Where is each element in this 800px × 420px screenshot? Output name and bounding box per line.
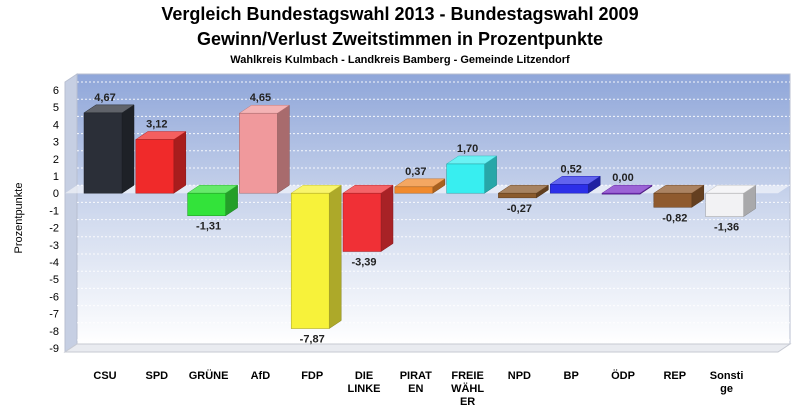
chart-side-wall — [64, 73, 78, 353]
bar-front — [290, 192, 330, 329]
x-tick-label: BP — [564, 370, 579, 382]
y-axis-label: Prozentpunkte — [13, 183, 25, 254]
x-tick-label-line: Sonsti — [710, 370, 744, 382]
bar-front — [187, 192, 226, 216]
y-tick-label: -1 — [49, 205, 59, 217]
x-tick-label-line: DIE — [355, 370, 373, 382]
chart-floor — [63, 343, 792, 353]
x-tick-label-line: LINKE — [348, 383, 381, 395]
y-tick-label: -8 — [49, 326, 59, 338]
bar-front — [549, 184, 589, 194]
x-tick-label: FREIE WÄHL ER — [451, 370, 484, 408]
x-tick-label-line: REP — [663, 370, 686, 382]
x-tick-label-line: ER — [460, 396, 475, 408]
x-tick-label-line: ge — [720, 383, 733, 395]
y-tick-label: 0 — [53, 188, 59, 200]
bar-side — [173, 131, 187, 194]
x-tick-label-line: FDP — [301, 370, 323, 382]
y-tick-label: 6 — [53, 85, 59, 97]
chart-subtitle: Gewinn/Verlust Zweitstimmen in Prozentpu… — [196, 29, 604, 49]
x-tick-label-line: ÖDP — [611, 369, 635, 382]
x-tick-label: SPD — [145, 370, 168, 382]
x-tick-label-line: AfD — [251, 370, 271, 382]
y-tick-label: -5 — [49, 274, 59, 286]
data-label: -7,87 — [300, 334, 325, 346]
y-tick-label: -6 — [49, 291, 59, 303]
bar-front — [498, 192, 537, 199]
data-label: 0,00 — [612, 172, 633, 184]
y-tick-label: -4 — [49, 257, 59, 269]
y-tick-label: 1 — [53, 171, 59, 183]
x-tick-label-line: SPD — [145, 370, 168, 382]
chart-back-wall — [76, 73, 791, 345]
y-tick-label: 3 — [53, 137, 59, 149]
y-tick-label: 4 — [53, 119, 59, 131]
bar-front — [394, 186, 434, 194]
bar-front — [446, 163, 485, 194]
data-label: 1,70 — [457, 143, 478, 155]
bar-front — [239, 112, 278, 194]
data-label: -1,31 — [196, 221, 221, 233]
bar-front — [342, 192, 382, 252]
bar-side — [277, 104, 290, 194]
x-tick-label-line: PIRAT — [400, 370, 432, 382]
x-tick-label-line: EN — [408, 383, 423, 395]
data-label: 4,67 — [94, 92, 115, 104]
x-tick-label: CSU — [93, 370, 116, 382]
x-tick-label-line: GRÜNE — [189, 369, 229, 382]
bar-front — [83, 112, 123, 194]
bar-side — [380, 184, 394, 252]
x-tick-label: DIE LINKE — [348, 370, 381, 395]
x-tick-label-line: NPD — [508, 370, 531, 382]
data-label: -3,39 — [351, 257, 376, 269]
y-tick-label: -3 — [49, 240, 59, 252]
data-label: -1,36 — [714, 222, 739, 234]
x-tick-label: REP — [663, 370, 686, 382]
data-label: 0,52 — [560, 163, 581, 175]
data-label: 3,12 — [146, 119, 167, 131]
bar-front — [135, 139, 175, 194]
x-tick-label: NPD — [508, 370, 531, 382]
bar-front — [653, 192, 693, 208]
x-tick-label: GRÜNE — [189, 369, 229, 382]
y-tick-label: 5 — [53, 102, 59, 114]
y-tick-label: -7 — [49, 309, 59, 321]
x-tick-label: AfD — [251, 370, 271, 382]
bar-front — [601, 192, 641, 195]
y-tick-label: -9 — [49, 343, 59, 355]
x-tick-label: ÖDP — [611, 369, 635, 382]
data-label: -0,82 — [662, 212, 687, 224]
chart-caption: Wahlkreis Kulmbach - Landkreis Bamberg -… — [230, 54, 570, 66]
y-tick-label: -2 — [49, 223, 59, 235]
chart-title: Vergleich Bundestagswahl 2013 - Bundesta… — [161, 4, 639, 24]
y-tick-label: 2 — [53, 154, 59, 166]
bar-side — [328, 184, 342, 330]
x-tick-label-line: CSU — [93, 370, 116, 382]
x-tick-label-line: FREIE — [451, 370, 483, 382]
data-label: -0,27 — [507, 203, 532, 215]
x-tick-label: PIRAT EN — [400, 370, 432, 395]
x-tick-label-line: WÄHL — [451, 382, 484, 395]
x-tick-label: Sonsti ge — [710, 370, 744, 395]
bar-side — [121, 104, 135, 194]
x-tick-label-line: BP — [564, 370, 579, 382]
bar-front — [705, 192, 744, 217]
x-tick-label: FDP — [301, 370, 323, 382]
data-label: 0,37 — [405, 166, 426, 178]
data-label: 4,65 — [250, 92, 271, 104]
